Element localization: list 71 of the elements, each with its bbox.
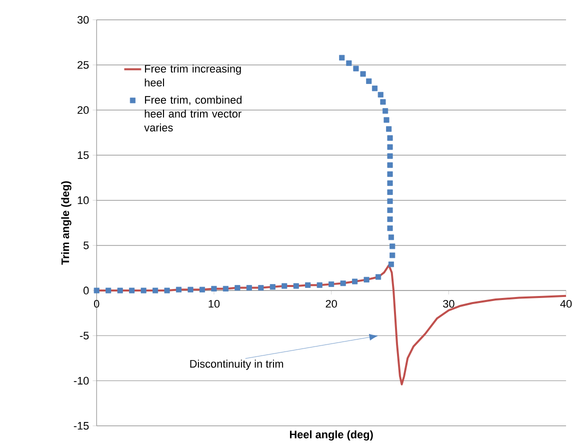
point	[106, 288, 112, 294]
point	[386, 126, 392, 132]
y-tick-label: -5	[80, 332, 89, 340]
point	[387, 180, 393, 186]
x-tick-label: 30	[443, 300, 454, 308]
y-tick-label: 30	[77, 16, 89, 24]
y-tick-label: 25	[78, 61, 89, 69]
point	[164, 288, 170, 294]
point	[372, 86, 378, 92]
point	[387, 216, 393, 222]
point	[176, 287, 182, 293]
point	[364, 277, 370, 283]
x-tick-label: 20	[326, 300, 337, 308]
point	[152, 288, 158, 294]
legend-label: Free trim, combined heel and trim vector varies	[144, 96, 242, 132]
x-tick-label: 0	[94, 300, 100, 308]
point	[282, 283, 288, 289]
point	[140, 288, 146, 294]
point	[390, 252, 396, 258]
point	[246, 285, 252, 291]
point	[94, 288, 100, 294]
point	[346, 60, 352, 66]
point	[353, 66, 359, 72]
legend-label: Free trim increasing heel	[144, 64, 241, 87]
y-tick-label: 20	[78, 106, 89, 114]
point	[188, 287, 194, 293]
y-tick-label: 0	[84, 286, 89, 295]
point	[388, 262, 394, 268]
point	[387, 162, 393, 168]
point	[382, 108, 388, 114]
point	[387, 172, 393, 178]
point	[378, 92, 384, 98]
point	[388, 234, 394, 240]
point	[387, 208, 393, 214]
point	[117, 288, 123, 294]
point	[340, 280, 346, 286]
point	[387, 144, 393, 150]
y-tick-label: -15	[74, 422, 89, 430]
y-tick-label: 15	[78, 152, 89, 160]
y-tick-label: 10	[78, 196, 89, 204]
point	[316, 282, 322, 288]
point	[352, 278, 358, 284]
x-tick-label: 40	[560, 300, 572, 308]
point	[360, 71, 366, 77]
y-axis-title: Trim angle (deg)	[61, 181, 72, 265]
point	[129, 288, 135, 294]
point	[387, 153, 393, 160]
y-tick-label: -10	[74, 377, 89, 385]
point	[305, 282, 311, 288]
point	[387, 190, 393, 196]
point	[211, 286, 217, 292]
point	[387, 198, 393, 204]
point	[387, 135, 393, 141]
x-tick-label: 10	[208, 300, 220, 308]
point	[328, 282, 334, 288]
point	[380, 99, 386, 105]
point	[339, 55, 345, 61]
point	[293, 283, 299, 289]
point	[222, 286, 228, 292]
point	[384, 117, 390, 123]
point	[258, 285, 264, 291]
x-axis-title: Heel angle (deg)	[290, 430, 373, 441]
point	[387, 226, 393, 232]
point	[199, 287, 206, 293]
point	[366, 78, 372, 84]
point	[270, 284, 276, 290]
point	[376, 274, 382, 280]
point	[234, 285, 240, 291]
annotation: Discontinuity in trim	[190, 360, 284, 370]
point	[390, 244, 396, 250]
y-tick-label: 5	[84, 242, 89, 250]
